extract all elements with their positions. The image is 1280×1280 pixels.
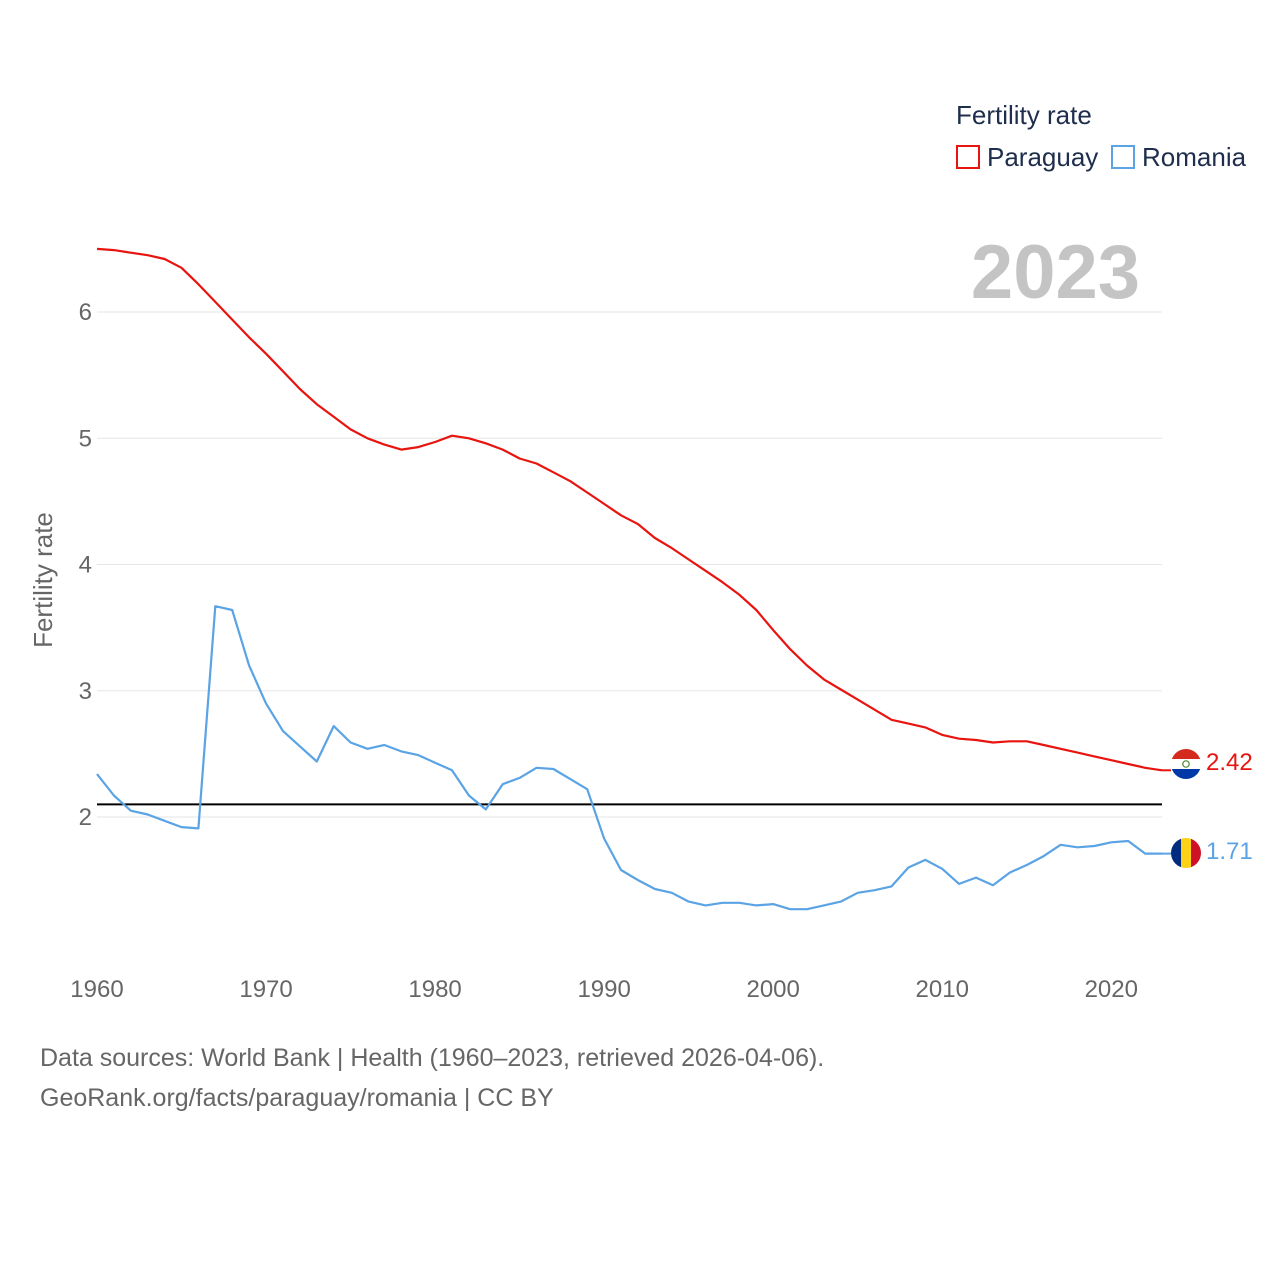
legend-title: Fertility rate xyxy=(956,100,1092,130)
y-tick-label: 5 xyxy=(79,425,92,452)
y-tick-label: 6 xyxy=(79,299,92,326)
x-tick-label: 2000 xyxy=(746,976,799,1003)
x-tick-label: 1960 xyxy=(70,976,123,1003)
y-tick-label: 3 xyxy=(79,678,92,705)
x-tick-label: 1980 xyxy=(408,976,461,1003)
legend-swatch-paraguay xyxy=(956,145,980,169)
legend-label-paraguay: Paraguay xyxy=(987,142,1098,172)
x-tick-label: 2020 xyxy=(1085,976,1138,1003)
paraguay-flag-icon xyxy=(1171,749,1201,779)
x-tick-label: 1970 xyxy=(239,976,292,1003)
y-tick-label: 4 xyxy=(79,552,92,579)
grid-lines xyxy=(97,311,1162,818)
year-watermark: 2023 xyxy=(971,230,1140,315)
series-lines xyxy=(96,247,1171,911)
source-note: Data sources: World Bank | Health (1960–… xyxy=(40,1044,825,1072)
x-tick-label: 1990 xyxy=(577,976,630,1003)
y-axis-title: Fertility rate xyxy=(28,512,58,648)
y-tick-label: 2 xyxy=(79,804,92,831)
end-value-romania: 1.71 xyxy=(1206,838,1253,865)
end-value-paraguay: 2.42 xyxy=(1206,749,1253,776)
legend-item-romania[interactable]: Romania xyxy=(1111,142,1247,172)
x-axis-ticks: 1960 1970 1980 1990 2000 2010 2020 xyxy=(70,976,1138,1003)
series-line-romania[interactable] xyxy=(96,605,1162,911)
attribution-link[interactable]: GeoRank.org/facts/paraguay/romania | CC … xyxy=(40,1084,554,1112)
legend-swatch-romania xyxy=(1111,145,1135,169)
legend-item-paraguay[interactable]: Paraguay xyxy=(956,142,1098,172)
y-axis-ticks: 2 3 4 5 6 xyxy=(79,299,92,831)
x-tick-label: 2010 xyxy=(916,976,969,1003)
series-line-paraguay[interactable] xyxy=(96,247,1163,772)
legend-label-romania: Romania xyxy=(1142,142,1247,172)
romania-flag-icon xyxy=(1171,838,1201,868)
legend: Fertility rate Paraguay Romania xyxy=(956,100,1247,172)
